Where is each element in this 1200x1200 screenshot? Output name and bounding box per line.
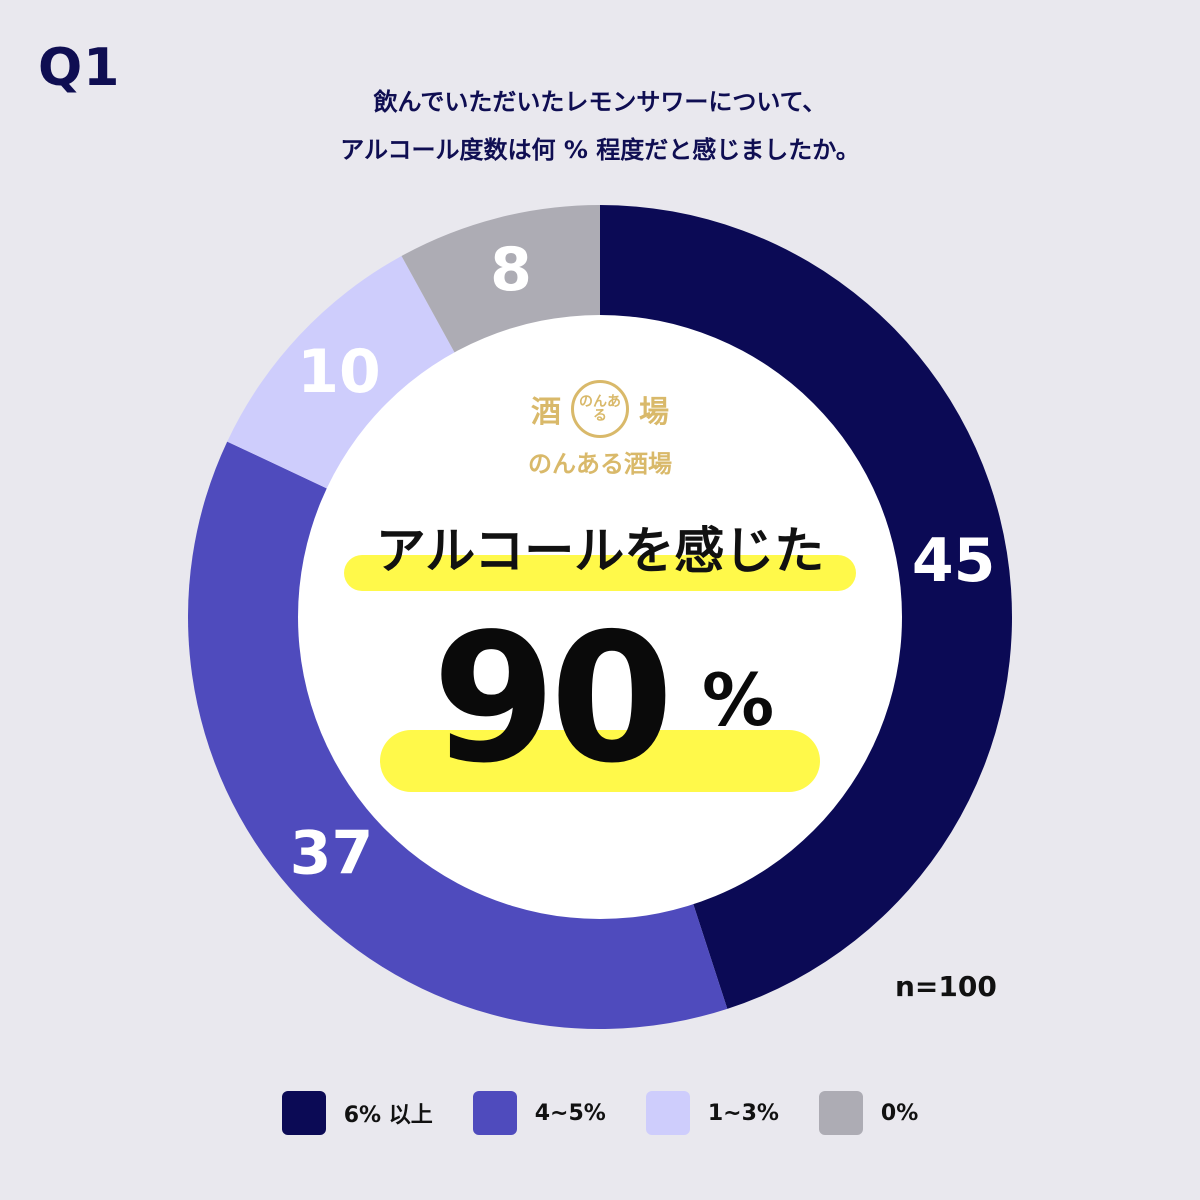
legend-label: 0%: [880, 1100, 919, 1126]
headline-highlight: [344, 555, 856, 591]
legend-swatch: [281, 1091, 326, 1135]
question-number: Q1: [38, 38, 121, 98]
sample-size: n=100: [895, 970, 997, 1003]
legend-item-2: 4~5%: [472, 1090, 606, 1136]
brand-logo: 酒 のんある 場 のんある酒場: [500, 378, 700, 488]
headline-block: アルコールを感じた: [340, 515, 860, 595]
big-stat-unit: %: [702, 658, 775, 742]
legend-item-1: 6% 以上: [281, 1090, 433, 1136]
logo-subtitle: のんある酒場: [528, 450, 672, 478]
logo-char-left: 酒: [531, 395, 561, 430]
question-line-1: 飲んでいただいたレモンサワーについて、: [373, 88, 827, 116]
slice-value-label-4: 8: [490, 235, 532, 305]
legend-swatch: [472, 1091, 517, 1135]
slice-value-label-1: 45: [912, 526, 996, 596]
question-text: 飲んでいただいたレモンサワーについて、 アルコール度数は何 % 程度だと感じまし…: [0, 78, 1200, 174]
logo-emblem: のんある: [571, 380, 629, 438]
big-stat-highlight: [380, 730, 820, 792]
legend-item-3: 1~3%: [645, 1090, 779, 1136]
big-stat-number: 90: [432, 595, 674, 802]
legend-label: 1~3%: [707, 1100, 779, 1126]
legend-swatch: [818, 1091, 863, 1135]
headline: アルコールを感じた: [375, 522, 825, 580]
logo-char-right: 場: [639, 395, 669, 430]
slice-value-label-3: 10: [297, 337, 381, 407]
legend-label: 4~5%: [534, 1100, 606, 1126]
legend-label: 6% 以上: [343, 1103, 433, 1128]
legend-swatch: [645, 1091, 690, 1135]
big-stat-block: 90 %: [380, 604, 820, 800]
legend: 6% 以上 4~5% 1~3% 0%: [0, 1090, 1200, 1136]
legend-item-4: 0%: [818, 1090, 919, 1136]
question-line-2: アルコール度数は何 % 程度だと感じましたか。: [340, 136, 860, 164]
slice-value-label-2: 37: [290, 819, 374, 889]
